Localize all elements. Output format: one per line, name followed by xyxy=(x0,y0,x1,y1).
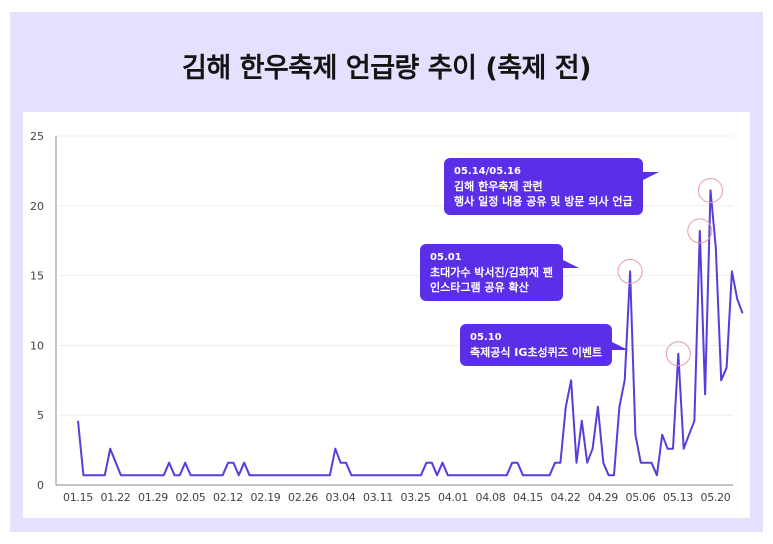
y-tick-label: 5 xyxy=(37,409,44,422)
highlight-circles xyxy=(617,177,723,367)
callout-0514-0516: 05.14/05.16 김해 한우축제 관련 행사 일정 내용 공유 및 방문 … xyxy=(444,158,659,215)
x-tick-label: 03.04 xyxy=(326,491,356,504)
x-tick-label: 04.15 xyxy=(513,491,543,504)
x-tick-label: 04.29 xyxy=(588,491,618,504)
callout-line: 축제공식 IG초성퀴즈 이벤트 xyxy=(470,346,603,359)
callout-tail xyxy=(638,172,659,182)
y-tick-label: 10 xyxy=(30,339,44,352)
callout-date: 05.10 xyxy=(470,332,502,343)
x-tick-label: 01.22 xyxy=(101,491,131,504)
x-tick-label: 04.22 xyxy=(551,491,581,504)
x-tick-label: 05.20 xyxy=(701,491,731,504)
callout-0501: 05.01 초대가수 박서진/김희재 팬 인스타그램 공유 확산 xyxy=(420,244,579,301)
y-axis: 0 5 10 15 20 25 xyxy=(30,130,57,492)
x-tick-label: 05.06 xyxy=(626,491,656,504)
x-tick-label: 05.13 xyxy=(663,491,693,504)
y-tick-label: 20 xyxy=(30,200,44,213)
x-tick-label: 02.12 xyxy=(213,491,243,504)
chart-title: 김해 한우축제 언급량 추이 (축제 전) xyxy=(182,53,591,84)
x-tick-label: 04.01 xyxy=(438,491,468,504)
callout-tail xyxy=(559,258,579,268)
x-tick-label: 03.25 xyxy=(401,491,431,504)
x-tick-label: 01.15 xyxy=(63,491,93,504)
highlight-circle xyxy=(665,341,691,367)
x-tick-label: 01.29 xyxy=(138,491,168,504)
callout-tail xyxy=(608,340,629,350)
callout-line: 김해 한우축제 관련 xyxy=(454,180,543,193)
x-tick-label: 04.08 xyxy=(476,491,506,504)
callout-line: 행사 일정 내용 공유 및 방문 의사 언급 xyxy=(454,195,633,208)
x-tick-label: 03.11 xyxy=(363,491,393,504)
mention-volume-line xyxy=(77,189,744,477)
x-axis: 01.15 01.22 01.29 02.05 02.12 02.19 02.26 03.04… xyxy=(56,484,733,504)
x-tick-label: 02.19 xyxy=(251,491,281,504)
y-tick-label: 0 xyxy=(37,479,44,492)
highlight-circle xyxy=(617,258,643,284)
callout-line: 초대가수 박서진/김희재 팬 xyxy=(430,266,553,279)
callout-date: 05.01 xyxy=(430,252,462,263)
y-tick-label: 25 xyxy=(30,130,44,143)
y-tick-label: 15 xyxy=(30,270,44,283)
highlight-circle xyxy=(697,177,723,203)
x-tick-label: 02.26 xyxy=(288,491,318,504)
callout-date: 05.14/05.16 xyxy=(454,166,521,177)
callout-line: 인스타그램 공유 확산 xyxy=(430,281,529,294)
x-tick-label: 02.05 xyxy=(176,491,206,504)
callout-0510: 05.10 축제공식 IG초성퀴즈 이벤트 xyxy=(460,324,629,366)
highlight-circle xyxy=(687,218,713,244)
